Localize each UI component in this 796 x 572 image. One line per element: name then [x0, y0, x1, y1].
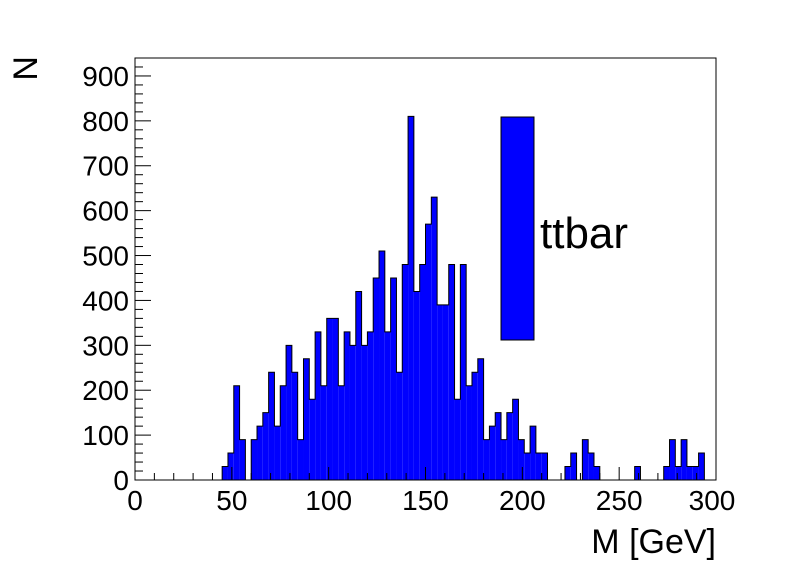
histogram-bar — [367, 331, 374, 480]
histogram-bar — [501, 439, 507, 480]
legend-label: ttbar — [540, 209, 628, 258]
x-tick-label: 200 — [499, 485, 546, 516]
histogram-bar — [349, 345, 356, 480]
histogram-bar — [315, 331, 321, 480]
histogram-bar — [512, 399, 519, 480]
histogram-bar — [675, 466, 682, 480]
histogram-bar — [686, 466, 693, 480]
histogram-bar — [448, 264, 455, 480]
x-axis-title: M [GeV] — [591, 523, 716, 561]
histogram-bar — [483, 439, 490, 480]
legend-swatch — [500, 116, 535, 341]
histogram-bar — [471, 372, 478, 480]
y-tick-label: 100 — [82, 420, 129, 451]
histogram-bar — [419, 264, 426, 480]
y-tick-label: 0 — [113, 465, 129, 496]
histogram-bar — [286, 345, 292, 480]
histogram-bar — [489, 426, 496, 480]
histogram-bar — [320, 385, 327, 480]
histogram-bars — [135, 115, 716, 481]
histogram-bar — [361, 345, 368, 480]
histogram-bar — [251, 439, 258, 480]
histogram-bar — [402, 264, 409, 480]
histogram-bar — [384, 331, 391, 480]
histogram-bar — [262, 412, 269, 480]
x-tick-label: 50 — [216, 485, 247, 516]
histogram-bar — [257, 426, 263, 480]
histogram-bar — [669, 439, 676, 480]
x-tick-label: 250 — [596, 485, 643, 516]
histogram-bar — [506, 412, 513, 480]
histogram-bar — [390, 277, 397, 480]
histogram-bar — [634, 466, 641, 480]
histogram-bar — [570, 453, 577, 480]
y-tick-label: 700 — [82, 151, 129, 182]
histogram-bar — [593, 466, 600, 480]
histogram-bar — [413, 291, 420, 480]
histogram-bar — [396, 372, 403, 480]
x-tick-label: 100 — [305, 485, 352, 516]
histogram-bar — [338, 385, 345, 480]
histogram-bar — [524, 453, 531, 480]
histogram-bar — [466, 385, 472, 480]
histogram-bar — [698, 453, 705, 480]
histogram-bar — [495, 412, 502, 480]
histogram-bar — [268, 372, 275, 480]
x-axis: 0 50 100 150 200 250 300 — [127, 467, 735, 516]
histogram-bar — [274, 426, 281, 480]
y-tick-label: 300 — [82, 330, 129, 361]
histogram-bar — [425, 224, 432, 480]
y-tick-label: 900 — [82, 61, 129, 92]
histogram-bar — [437, 304, 443, 480]
y-axis-title: N — [7, 56, 45, 81]
histogram-bar — [518, 439, 525, 480]
y-tick-label: 500 — [82, 241, 129, 272]
y-tick-label: 800 — [82, 106, 129, 137]
histogram-bar — [373, 277, 380, 480]
histogram-bar — [442, 304, 449, 480]
histogram-bar — [460, 264, 467, 480]
y-tick-label: 400 — [82, 285, 129, 316]
histogram-bar — [477, 358, 484, 480]
histogram-bar — [535, 453, 542, 480]
histogram-bar — [227, 453, 234, 480]
histogram-bar — [692, 466, 699, 480]
histogram-bar — [454, 399, 461, 480]
histogram-bar — [309, 399, 316, 480]
x-tick-label: 0 — [127, 485, 143, 516]
histogram-bar — [355, 291, 362, 480]
histogram-bar — [408, 116, 414, 481]
histogram-bar — [326, 318, 333, 480]
histogram-bar — [564, 466, 571, 480]
y-tick-label: 600 — [82, 196, 129, 227]
histogram-bar — [588, 453, 594, 480]
y-tick-label: 200 — [82, 375, 129, 406]
histogram-bar — [681, 439, 687, 480]
histogram-bar — [280, 385, 287, 480]
histogram-bar — [233, 385, 240, 480]
histogram-bar — [431, 197, 438, 481]
histogram-bar — [239, 439, 246, 480]
histogram-bar — [530, 426, 536, 480]
histogram-bar — [303, 358, 310, 480]
histogram-bar — [291, 372, 298, 480]
histogram-bar — [297, 439, 304, 480]
histogram-bar — [541, 453, 548, 480]
histogram-bar — [663, 466, 670, 480]
y-axis: 0 100 200 300 400 500 600 700 800 900 — [82, 57, 151, 496]
x-tick-label: 150 — [402, 485, 449, 516]
histogram-bar — [379, 251, 385, 480]
histogram-bar — [222, 466, 228, 480]
x-tick-label: 300 — [689, 485, 736, 516]
histogram-bar — [332, 318, 339, 480]
histogram-bar — [582, 439, 589, 480]
histogram-bar — [344, 331, 350, 480]
